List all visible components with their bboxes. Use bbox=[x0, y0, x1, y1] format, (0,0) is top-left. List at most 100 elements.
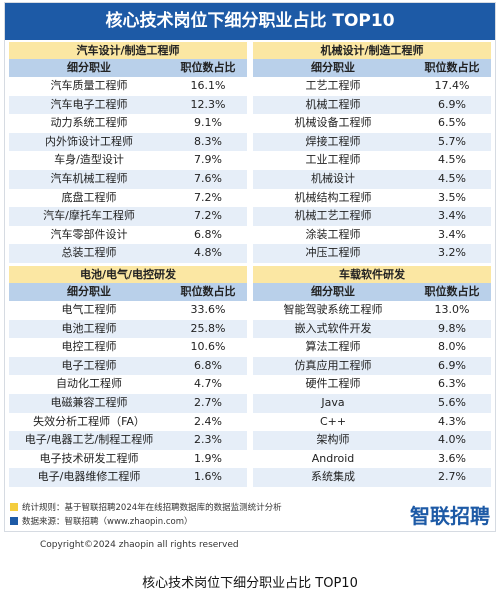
share-cell: 4.5% bbox=[438, 171, 466, 185]
job-cell: 总装工程师 bbox=[61, 246, 117, 260]
job-cell: 电气工程师 bbox=[61, 303, 117, 316]
table-row: 总装工程师 4.8% bbox=[9, 244, 247, 263]
share-cell: 10.6% bbox=[190, 340, 226, 354]
share-cell: 2.7% bbox=[194, 395, 222, 409]
table-row: Android 3.6% bbox=[253, 450, 491, 469]
table-row: 机械结构工程师 3.5% bbox=[253, 189, 491, 208]
table-row: 电气工程师 33.6% bbox=[9, 301, 247, 320]
share-cell: 2.7% bbox=[438, 470, 466, 484]
share-cell: 4.3% bbox=[438, 414, 466, 428]
share-cell: 4.0% bbox=[438, 433, 466, 447]
job-cell: 电池工程师 bbox=[61, 321, 117, 335]
job-cell: Java bbox=[321, 395, 345, 409]
job-cell: 机械设计 bbox=[311, 171, 355, 185]
job-cell: 电子/电器维修工程师 bbox=[37, 470, 141, 484]
job-cell: 汽车/摩托车工程师 bbox=[43, 209, 135, 223]
share-cell: 8.3% bbox=[194, 134, 222, 148]
share-cell: 7.2% bbox=[194, 209, 222, 223]
table-section: 车载软件研发 细分职业 职位数占比 智能驾驶系统工程师 13.0% 嵌入式软件开发 9.8%… bbox=[253, 266, 491, 487]
table-row: 自动化工程师 4.7% bbox=[9, 375, 247, 394]
table-row: 失效分析工程师（FA） 2.4% bbox=[9, 413, 247, 432]
share-cell: 25.8% bbox=[190, 321, 226, 335]
table-row: 系统集成 2.7% bbox=[253, 468, 491, 487]
job-cell: 车身/造型设计 bbox=[54, 153, 124, 167]
share-cell: 3.4% bbox=[438, 209, 466, 223]
column-header: 细分职业 bbox=[67, 285, 111, 298]
table-row: 架构师 4.0% bbox=[253, 431, 491, 450]
table-section: 汽车设计/制造工程师 细分职业 职位数占比 汽车质量工程师 16.1% 汽车电子工程师 12… bbox=[9, 42, 247, 263]
job-cell: 汽车零部件设计 bbox=[50, 227, 128, 241]
share-cell: 7.9% bbox=[194, 153, 222, 167]
share-cell: 12.3% bbox=[190, 97, 226, 111]
table-row: 电子/电器工艺/制程工程师 2.3% bbox=[9, 431, 247, 450]
table-row: 电子技术研发工程师 1.9% bbox=[9, 450, 247, 469]
logo: 智联招聘 bbox=[410, 504, 490, 528]
job-cell: 失效分析工程师（FA） bbox=[33, 414, 145, 428]
table-row: 焊接工程师 5.7% bbox=[253, 132, 491, 152]
share-cell: 1.9% bbox=[194, 451, 222, 465]
share-cell: 6.9% bbox=[438, 358, 466, 372]
table-row: 动力系统工程师 9.1% bbox=[9, 114, 247, 133]
share-cell: 9.1% bbox=[194, 116, 222, 130]
share-cell: 4.8% bbox=[194, 246, 222, 260]
column-header: 职位数占比 bbox=[180, 285, 236, 298]
share-cell: 6.8% bbox=[194, 358, 222, 372]
table-row: 电控工程师 10.6% bbox=[9, 338, 247, 357]
note-marker bbox=[10, 503, 18, 511]
table-row: 机械工艺工程师 3.4% bbox=[253, 207, 491, 226]
share-cell: 5.6% bbox=[438, 395, 466, 409]
job-cell: 机械工艺工程师 bbox=[294, 209, 372, 223]
column-header: 职位数占比 bbox=[424, 285, 480, 298]
job-cell: 工艺工程师 bbox=[305, 79, 361, 92]
table-section: 电池/电气/电控研发 细分职业 职位数占比 电气工程师 33.6% 电池工程师 25.8% 电… bbox=[9, 266, 247, 487]
job-cell: 硬件工程师 bbox=[305, 377, 361, 391]
table-row: 智能驾驶系统工程师 13.0% bbox=[253, 301, 491, 320]
table-row: 仿真应用工程师 6.9% bbox=[253, 356, 491, 376]
job-cell: C++ bbox=[319, 414, 347, 428]
job-cell: 嵌入式软件开发 bbox=[294, 321, 372, 335]
share-cell: 3.4% bbox=[438, 227, 466, 241]
table-row: C++ 4.3% bbox=[253, 413, 491, 432]
share-cell: 3.6% bbox=[438, 451, 466, 465]
job-cell: 仿真应用工程师 bbox=[294, 358, 372, 372]
column-header-row: 细分职业 职位数占比 bbox=[9, 283, 247, 301]
share-cell: 16.1% bbox=[190, 79, 226, 92]
table-row: 机械工程师 6.9% bbox=[253, 95, 491, 115]
job-cell: 算法工程师 bbox=[305, 340, 361, 354]
column-header-row: 细分职业 职位数占比 bbox=[9, 59, 247, 77]
caption: 核心技术岗位下细分职业占比 TOP10 bbox=[142, 576, 358, 591]
job-cell: 自动化工程师 bbox=[56, 377, 122, 391]
share-cell: 2.3% bbox=[194, 433, 222, 447]
table-row: 汽车机械工程师 7.6% bbox=[9, 169, 247, 189]
job-cell: 汽车质量工程师 bbox=[50, 79, 128, 92]
share-cell: 33.6% bbox=[190, 303, 226, 316]
column-header: 细分职业 bbox=[67, 61, 111, 74]
section-title: 机械设计/制造工程师 bbox=[253, 42, 491, 59]
job-cell: 电控工程师 bbox=[61, 340, 117, 354]
job-cell: 机械设备工程师 bbox=[294, 116, 372, 130]
column-header: 细分职业 bbox=[311, 285, 355, 298]
job-cell: 架构师 bbox=[316, 433, 350, 447]
job-cell: 汽车机械工程师 bbox=[50, 171, 128, 185]
section-title: 电池/电气/电控研发 bbox=[9, 266, 247, 283]
table-row: 内外饰设计工程师 8.3% bbox=[9, 132, 247, 152]
job-cell: 动力系统工程师 bbox=[50, 116, 128, 130]
share-cell: 9.8% bbox=[438, 321, 466, 335]
note: 数据来源：智联招聘（www.zhaopin.com） bbox=[22, 517, 193, 527]
job-cell: 电磁兼容工程师 bbox=[50, 395, 128, 409]
section-title: 汽车设计/制造工程师 bbox=[9, 42, 247, 59]
title: 核心技术岗位下细分职业占比 TOP10 bbox=[5, 3, 495, 40]
table-row: 涂装工程师 3.4% bbox=[253, 226, 491, 245]
table-row: 电池工程师 25.8% bbox=[9, 319, 247, 339]
job-cell: 焊接工程师 bbox=[305, 134, 361, 148]
column-header-row: 细分职业 职位数占比 bbox=[253, 283, 491, 301]
share-cell: 8.0% bbox=[438, 340, 466, 354]
share-cell: 6.9% bbox=[438, 97, 466, 111]
job-cell: 冲压工程师 bbox=[305, 246, 361, 260]
job-cell: 工业工程师 bbox=[305, 153, 361, 167]
table-row: 电磁兼容工程师 2.7% bbox=[9, 393, 247, 413]
job-cell: 电子技术研发工程师 bbox=[39, 451, 139, 465]
table-row: 嵌入式软件开发 9.8% bbox=[253, 319, 491, 339]
table-section: 机械设计/制造工程师 细分职业 职位数占比 工艺工程师 17.4% 机械工程师 6.9% 机械… bbox=[253, 42, 491, 263]
